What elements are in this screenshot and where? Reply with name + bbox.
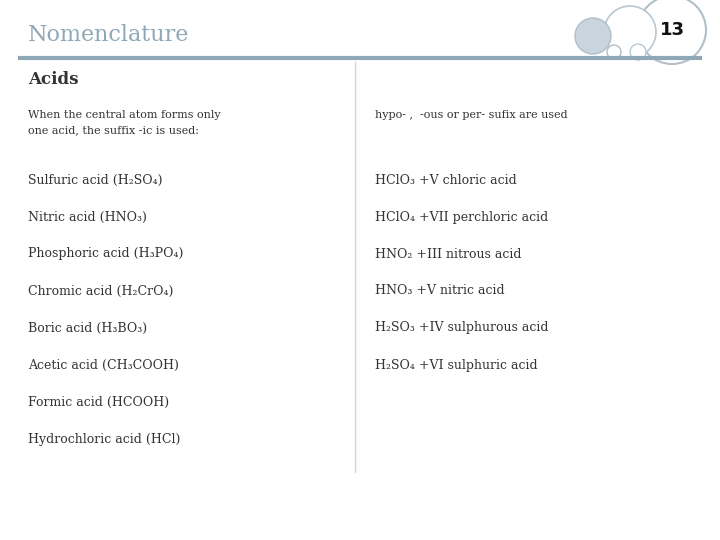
Circle shape [630,44,646,60]
Text: Phosphoric acid (H₃PO₄): Phosphoric acid (H₃PO₄) [28,247,184,260]
Text: Chromic acid (H₂CrO₄): Chromic acid (H₂CrO₄) [28,285,174,298]
Text: Hydrochloric acid (HCl): Hydrochloric acid (HCl) [28,433,181,446]
Text: HClO₃ +V chloric acid: HClO₃ +V chloric acid [375,173,517,186]
Text: Acetic acid (CH₃COOH): Acetic acid (CH₃COOH) [28,359,179,372]
Text: hypo- ,  -ous or per- sufix are used: hypo- , -ous or per- sufix are used [375,110,567,120]
Circle shape [575,18,611,54]
Text: 13: 13 [660,21,685,39]
Text: HNO₂ +III nitrous acid: HNO₂ +III nitrous acid [375,247,521,260]
Text: HClO₄ +VII perchloric acid: HClO₄ +VII perchloric acid [375,211,548,224]
Circle shape [604,6,656,58]
Text: Nitric acid (HNO₃): Nitric acid (HNO₃) [28,211,147,224]
Text: H₂SO₄ +VI sulphuric acid: H₂SO₄ +VI sulphuric acid [375,359,538,372]
Text: When the central atom forms only
one acid, the suffix -ic is used:: When the central atom forms only one aci… [28,110,220,135]
Text: HNO₃ +V nitric acid: HNO₃ +V nitric acid [375,285,505,298]
Circle shape [638,0,706,64]
Text: Sulfuric acid (H₂SO₄): Sulfuric acid (H₂SO₄) [28,173,163,186]
Text: Boric acid (H₃BO₃): Boric acid (H₃BO₃) [28,321,147,334]
Text: Nomenclature: Nomenclature [28,24,189,46]
Text: Acids: Acids [28,71,78,89]
Circle shape [607,45,621,59]
Text: H₂SO₃ +IV sulphurous acid: H₂SO₃ +IV sulphurous acid [375,321,549,334]
Text: Formic acid (HCOOH): Formic acid (HCOOH) [28,395,169,408]
